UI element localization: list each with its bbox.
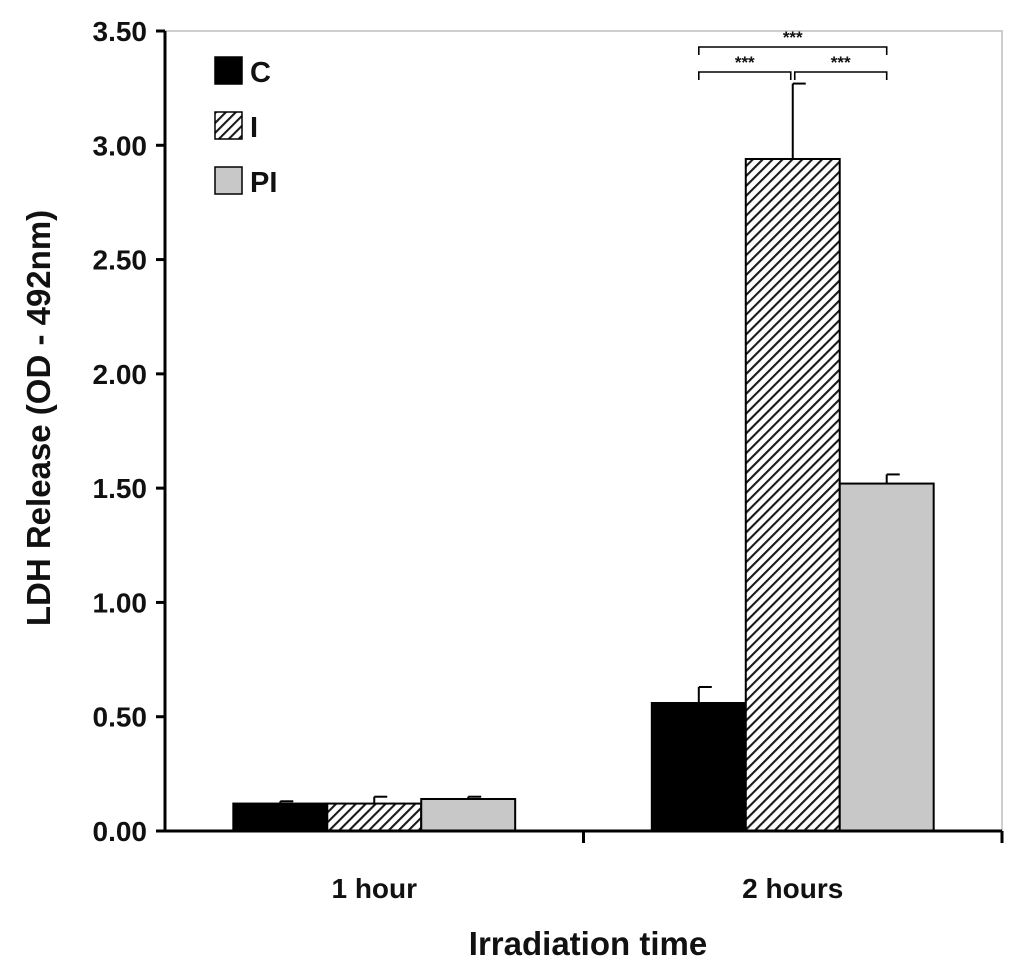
bar-pi-1-hour xyxy=(420,798,517,832)
legend-swatch-c xyxy=(214,56,243,85)
x-axis-title: Irradiation time xyxy=(469,925,707,962)
bars xyxy=(232,158,935,832)
y-axis-title: LDH Release (OD - 492nm) xyxy=(20,210,57,626)
significance-bracket xyxy=(697,71,792,80)
x-category-label: 1 hour xyxy=(331,873,417,904)
legend-label-c: C xyxy=(250,57,271,89)
legend-swatch-i xyxy=(214,111,243,140)
significance-label: *** xyxy=(735,53,755,72)
y-tick-label: 3.00 xyxy=(93,130,148,161)
bar-c-2-hours xyxy=(650,702,747,832)
y-tick-label: 2.00 xyxy=(93,359,148,390)
legend-swatch-pi xyxy=(214,166,243,195)
bar-i-1-hour xyxy=(326,802,423,832)
legend-label-pi: PI xyxy=(250,167,277,199)
y-tick-label: 0.50 xyxy=(93,702,148,733)
significance-bracket xyxy=(793,71,888,80)
significance-brackets: *** *** *** xyxy=(697,28,888,80)
legend: CI PI xyxy=(214,56,277,199)
y-tick-label: 0.00 xyxy=(93,816,148,847)
x-axis-ticks: 1 hour 2 hours xyxy=(331,831,1004,904)
significance-label: *** xyxy=(831,53,851,72)
bar-pi-2-hours xyxy=(838,482,935,832)
significance-bracket xyxy=(697,46,888,55)
y-tick-label: 1.00 xyxy=(93,587,148,618)
legend-label-i: I xyxy=(250,112,258,144)
y-axis-ticks: 0.00 0.50 1.00 1.50 2.00 2.50 3.00 3.50 xyxy=(93,16,165,847)
error-bars xyxy=(279,82,900,804)
bar-c-1-hour xyxy=(232,802,329,832)
y-tick-label: 2.50 xyxy=(93,245,148,276)
x-category-label: 2 hours xyxy=(742,873,843,904)
bar-i-2-hours xyxy=(744,158,841,832)
y-tick-label: 3.50 xyxy=(93,16,148,47)
significance-label: *** xyxy=(783,28,803,47)
y-tick-label: 1.50 xyxy=(93,473,148,504)
